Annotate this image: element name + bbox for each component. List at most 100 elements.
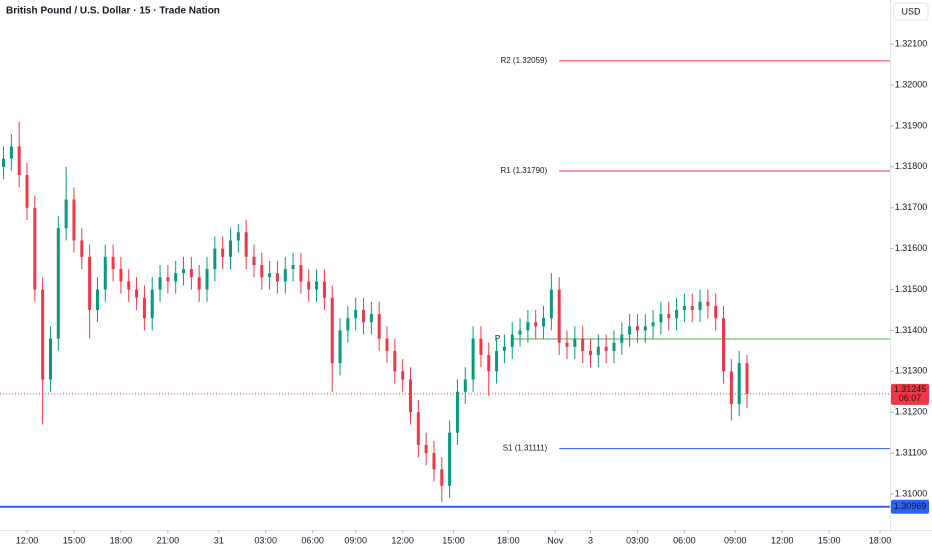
currency[interactable]: USD: [901, 6, 921, 16]
candle-body: [682, 305, 686, 310]
candle-body: [322, 281, 326, 298]
candle-body: [604, 346, 608, 351]
candle-body: [236, 232, 240, 241]
x-tick-label: 03:00: [254, 535, 277, 545]
candle-body: [213, 248, 217, 270]
x-tick-label: 18:00: [110, 535, 133, 545]
candle-body: [408, 379, 412, 413]
candle-body: [315, 281, 319, 290]
candle-body: [362, 309, 366, 323]
candle-body: [706, 301, 710, 306]
chart-title: British Pound / U.S. Dollar · 15 · Trade…: [6, 6, 220, 17]
x-tick-label: 12:00: [391, 535, 414, 545]
price-line-label: 1.30969: [894, 501, 927, 511]
candle-body: [690, 305, 694, 310]
candle-body: [174, 273, 178, 282]
candle-body: [557, 289, 561, 343]
candle-body: [260, 265, 264, 278]
candle-body: [268, 273, 272, 278]
candle-body: [197, 277, 201, 290]
candle-body: [745, 363, 749, 394]
candle-body: [17, 146, 21, 176]
candle-body: [401, 371, 405, 380]
candle-body: [455, 391, 459, 433]
y-tick-label: 1.31900: [895, 120, 928, 130]
candle-body: [354, 309, 358, 319]
x-tick-label: 12:00: [771, 535, 794, 545]
candle-body: [221, 248, 225, 257]
x-tick-label: 06:00: [673, 535, 696, 545]
candle-body: [588, 350, 592, 355]
candle-body: [667, 314, 671, 319]
candle-body: [338, 330, 342, 364]
candle-body: [393, 350, 397, 372]
candle-body: [252, 256, 256, 265]
candle-body: [729, 371, 733, 405]
pivot-label: R1 (1.31790): [500, 166, 547, 175]
pivot-label: P: [495, 334, 500, 343]
candle-body: [72, 199, 76, 241]
candle-body: [479, 338, 483, 355]
pivot-label: R2 (1.32059): [500, 56, 547, 65]
candle-body: [330, 297, 334, 364]
last-price-label: 1.31245: [894, 384, 927, 394]
candle-body: [56, 228, 60, 339]
candle-body: [518, 330, 522, 335]
candle-body: [377, 314, 381, 339]
x-tick-label: 18:00: [497, 535, 520, 545]
candle-body: [659, 314, 663, 323]
candle-body: [448, 432, 452, 486]
candle-body: [275, 273, 279, 282]
y-tick-label: 1.32100: [895, 39, 928, 49]
candle-body: [612, 342, 616, 351]
x-tick-label: 12:00: [16, 535, 39, 545]
y-tick-label: 1.31100: [895, 447, 927, 457]
y-tick-label: 1.32000: [895, 79, 928, 89]
y-tick-label: 1.31700: [895, 202, 928, 212]
candle-body: [150, 289, 154, 319]
candle-body: [283, 269, 287, 282]
candle-body: [135, 289, 139, 298]
candle-body: [620, 334, 624, 343]
candle-body: [299, 265, 303, 282]
candle-body: [714, 305, 718, 319]
currency-button[interactable]: [893, 2, 929, 21]
candle-body: [463, 379, 467, 392]
x-tick-label: 06:00: [301, 535, 324, 545]
x-tick-label: 15:00: [442, 535, 465, 545]
y-tick-label: 1.31300: [895, 366, 928, 376]
x-tick-label: 3: [588, 535, 593, 545]
candle-body: [698, 301, 702, 310]
candle-body: [440, 469, 444, 486]
x-tick-label: 15:00: [818, 535, 841, 545]
candle-body: [385, 338, 389, 351]
x-tick-label: Nov: [547, 535, 564, 545]
candle-body: [635, 326, 639, 331]
candle-body: [502, 346, 506, 351]
candle-body: [628, 326, 632, 335]
y-tick-label: 1.31400: [895, 325, 928, 335]
x-tick-label: 09:00: [344, 535, 367, 545]
y-tick-label: 1.31000: [895, 488, 928, 498]
candle-body: [542, 318, 546, 327]
candle-body: [88, 256, 92, 310]
candle-body: [510, 334, 514, 347]
y-tick-label: 1.31500: [895, 284, 928, 294]
candle-body: [33, 207, 37, 290]
candle-body: [48, 338, 52, 380]
candle-body: [722, 318, 726, 372]
candle-body: [64, 199, 68, 229]
candle-body: [675, 309, 679, 319]
candle-body: [111, 256, 115, 270]
x-tick-label: 21:00: [157, 535, 180, 545]
candle-body: [432, 453, 436, 470]
candle-body: [244, 232, 248, 257]
candle-body: [95, 289, 99, 310]
candle-body: [142, 297, 146, 319]
candle-body: [307, 281, 311, 290]
last-price-box: [891, 383, 929, 405]
x-tick-label: 15:00: [63, 535, 86, 545]
candle-body: [471, 338, 475, 380]
x-tick-label: 09:00: [724, 535, 747, 545]
